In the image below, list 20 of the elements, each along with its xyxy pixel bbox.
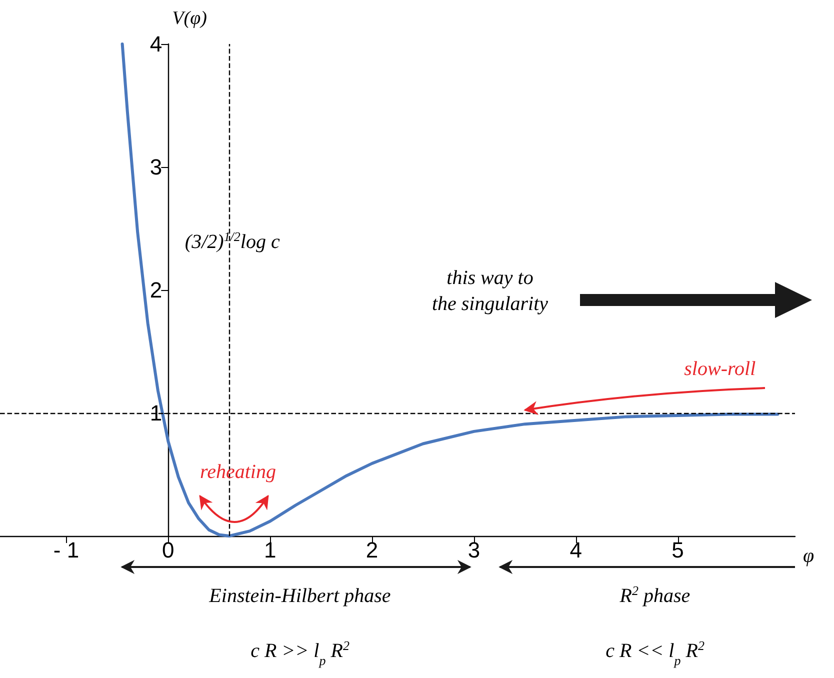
text: R$^{2}$ phase [618,582,690,607]
x-tick-label: 2 [366,538,378,562]
y-tick-label: 2 [150,278,162,302]
x-tick-label: 3 [468,538,480,562]
x-tick-label: 4 [570,538,582,562]
x-tick-label: 1 [264,538,276,562]
annotation: slow-roll [684,358,756,380]
x-axis-title: φ [803,545,814,567]
annotation: reheating [200,461,276,483]
y-tick-label: 4 [150,32,162,56]
y-axis-title: V(φ) [172,8,207,29]
y-tick-label: 3 [150,154,162,180]
text: c R >> l$_{p}$ R$^{2}$ [250,638,350,668]
annotation: (3/2)$^{1/2}$log c [184,228,280,253]
annotation: this way to the singularity [432,267,548,315]
x-tick-label: 0 [162,538,174,562]
x-tick-label: - 1 [53,538,80,562]
text: c R << l$_{p}$ R$^{2}$ [606,638,705,668]
text: Einstein-Hilbert phase [208,585,391,607]
x-tick-label: 5 [672,538,684,562]
